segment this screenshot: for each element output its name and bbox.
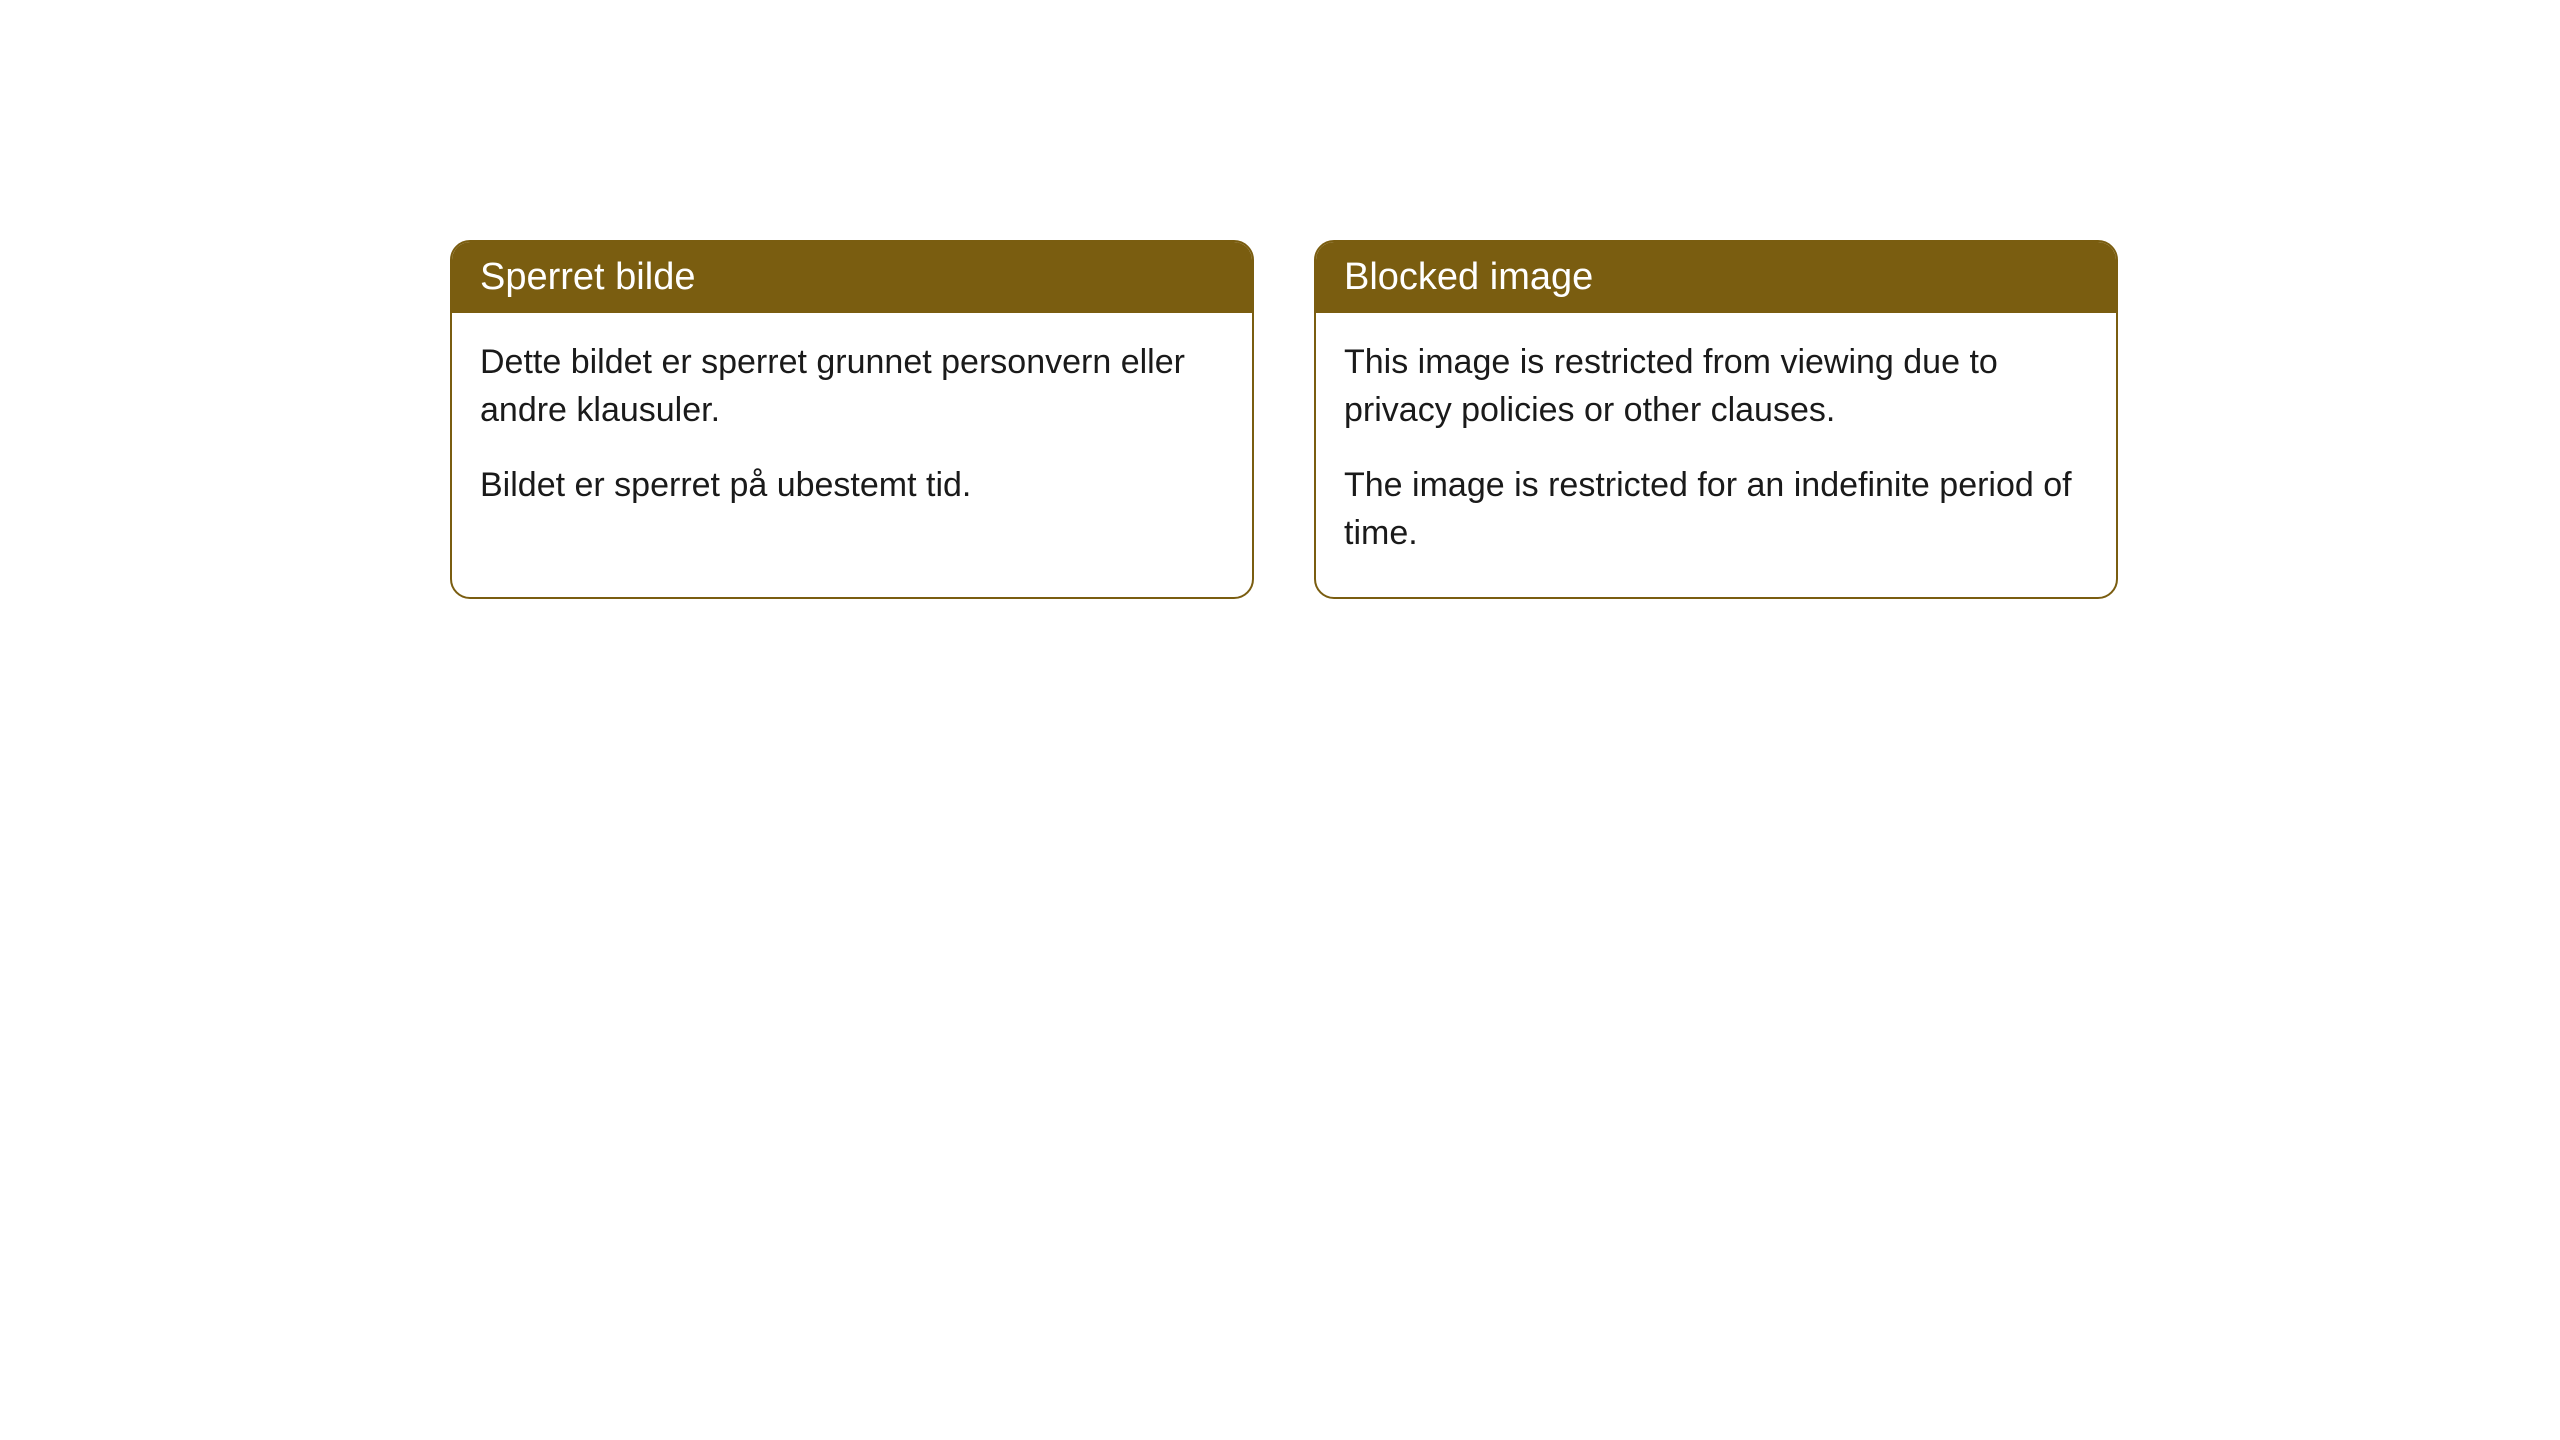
- cards-container: Sperret bilde Dette bildet er sperret gr…: [450, 240, 2118, 599]
- card-paragraph: Dette bildet er sperret grunnet personve…: [480, 339, 1224, 434]
- card-title: Sperret bilde: [480, 256, 695, 298]
- card-body: Dette bildet er sperret grunnet personve…: [452, 313, 1252, 550]
- card-title: Blocked image: [1344, 256, 1593, 298]
- card-header: Sperret bilde: [452, 242, 1252, 313]
- card-header: Blocked image: [1316, 242, 2116, 313]
- card-paragraph: Bildet er sperret på ubestemt tid.: [480, 462, 1224, 510]
- notice-card-norwegian: Sperret bilde Dette bildet er sperret gr…: [450, 240, 1254, 599]
- card-paragraph: The image is restricted for an indefinit…: [1344, 462, 2088, 557]
- card-body: This image is restricted from viewing du…: [1316, 313, 2116, 597]
- notice-card-english: Blocked image This image is restricted f…: [1314, 240, 2118, 599]
- card-paragraph: This image is restricted from viewing du…: [1344, 339, 2088, 434]
